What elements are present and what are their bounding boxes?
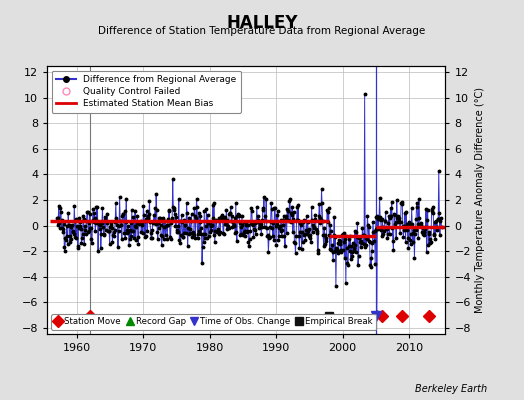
- Text: Berkeley Earth: Berkeley Earth: [415, 384, 487, 394]
- Y-axis label: Monthly Temperature Anomaly Difference (°C): Monthly Temperature Anomaly Difference (…: [475, 87, 485, 313]
- Legend: Station Move, Record Gap, Time of Obs. Change, Empirical Break: Station Move, Record Gap, Time of Obs. C…: [51, 314, 376, 330]
- Text: Difference of Station Temperature Data from Regional Average: Difference of Station Temperature Data f…: [99, 26, 425, 36]
- Text: HALLEY: HALLEY: [226, 14, 298, 32]
